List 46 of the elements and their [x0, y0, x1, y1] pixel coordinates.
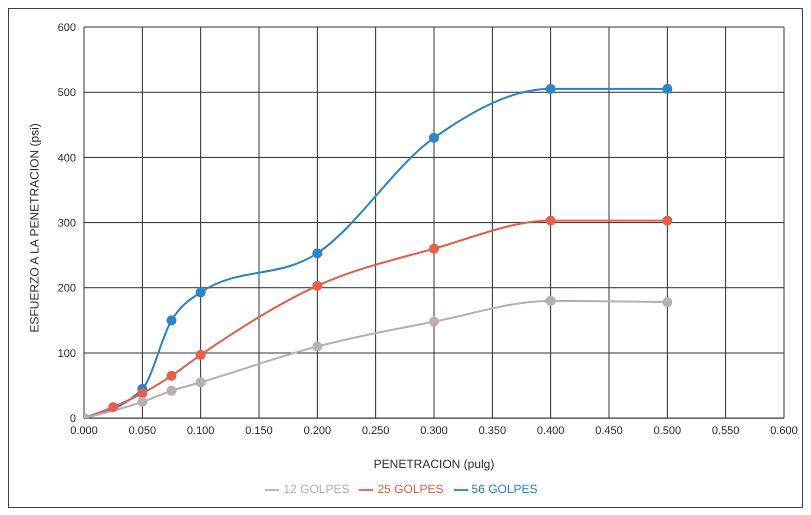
point [662, 216, 672, 226]
y-tick-label: 200 [58, 282, 76, 295]
legend-label: 12 GOLPES [283, 482, 350, 496]
point [312, 341, 322, 352]
point [546, 296, 556, 306]
point [196, 377, 206, 388]
point [546, 84, 556, 94]
point [108, 402, 118, 412]
x-tick-label: 0.500 [654, 424, 682, 437]
point [662, 297, 672, 308]
y-axis-title: ESFUERZO A LA PENETRACION (psi) [27, 123, 42, 333]
y-tick-label: 600 [58, 22, 76, 34]
x-tick-label: 0.400 [536, 424, 564, 437]
y-tick-label: 300 [58, 217, 76, 230]
y-tick-label: 0 [70, 413, 76, 426]
point [196, 287, 206, 298]
x-tick-label: 0.450 [595, 424, 623, 437]
y-tick-label: 100 [58, 348, 76, 360]
point [166, 315, 176, 326]
x-tick-label: 0.100 [186, 424, 214, 437]
x-tick-label: 0.300 [420, 424, 448, 437]
point [137, 396, 148, 407]
x-tick-label: 0.350 [478, 424, 506, 437]
point [166, 370, 176, 381]
x-tick-label: 0.000 [70, 424, 98, 437]
point [429, 132, 439, 143]
point [196, 350, 206, 360]
x-tick-label: 0.550 [712, 424, 740, 437]
y-tick-label: 400 [58, 152, 76, 164]
point [429, 316, 439, 327]
x-tick-label: 0.050 [128, 424, 156, 437]
x-tick-label: 0.150 [245, 424, 273, 437]
point [546, 216, 556, 226]
x-tick-label: 0.250 [362, 424, 390, 437]
legend-label: 25 GOLPES [377, 482, 444, 496]
point [166, 386, 176, 396]
y-tick-label: 500 [58, 87, 76, 100]
x-axis-title: PENETRACION (pulg) [374, 457, 494, 472]
legend-label: 56 GOLPES [472, 482, 538, 496]
point [137, 388, 148, 398]
point [429, 244, 439, 254]
point [312, 280, 322, 291]
x-tick-label: 0.200 [304, 424, 332, 437]
point [312, 248, 322, 258]
point [662, 84, 672, 94]
x-tick-label: 0.600 [770, 424, 798, 437]
